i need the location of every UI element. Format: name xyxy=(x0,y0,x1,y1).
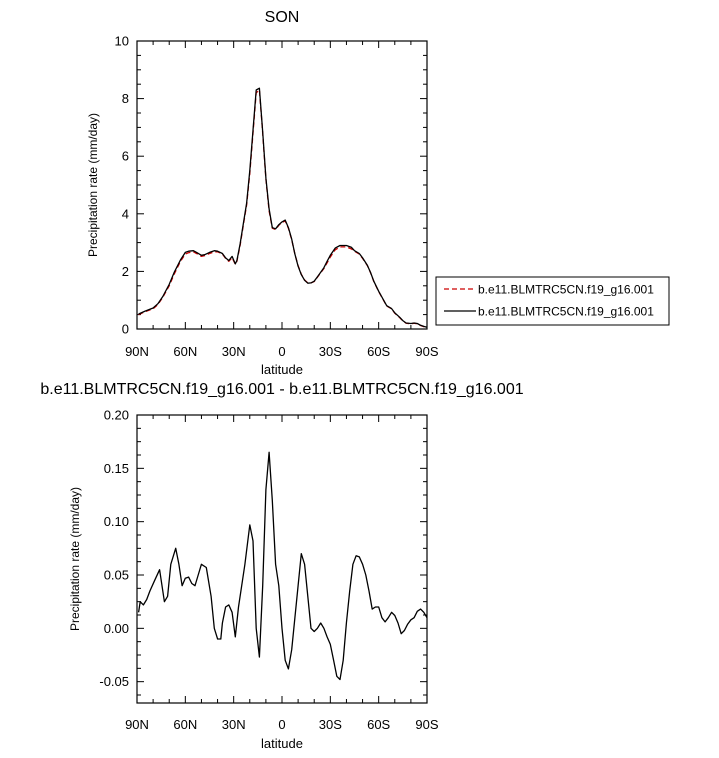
series-line-1 xyxy=(138,89,428,329)
y-tick-label: -0.05 xyxy=(99,674,129,689)
x-tick-label: 30N xyxy=(222,717,246,732)
legend-label: b.e11.BLMTRC5CN.f19_g16.001 xyxy=(478,305,654,319)
y-axis-label: Precipitation rate (mm/day) xyxy=(86,113,100,257)
x-tick-label: 30S xyxy=(319,717,342,732)
plot-frame xyxy=(136,414,428,704)
series-line-1 xyxy=(137,451,428,681)
legend-box xyxy=(435,276,670,326)
y-tick-label: 4 xyxy=(122,206,129,221)
y-tick-label: 8 xyxy=(122,91,129,106)
x-tick-label: 90S xyxy=(415,344,438,359)
plot-frame xyxy=(136,40,428,330)
x-tick-label: 0 xyxy=(278,717,285,732)
y-tick-label: 0.10 xyxy=(104,514,129,529)
x-axis-label: latitude xyxy=(261,362,303,377)
y-tick-label: 0.15 xyxy=(104,461,129,476)
chart-title: SON xyxy=(265,9,300,26)
x-axis-label: latitude xyxy=(261,736,303,751)
legend-label: b.e11.BLMTRC5CN.f19_g16.001 xyxy=(478,283,654,297)
x-tick-label: 60N xyxy=(173,344,197,359)
x-tick-label: 0 xyxy=(278,344,285,359)
x-tick-label: 30N xyxy=(222,344,246,359)
x-tick-label: 60N xyxy=(173,717,197,732)
y-tick-label: 10 xyxy=(115,34,129,49)
series-line-2 xyxy=(138,87,428,328)
x-tick-label: 90S xyxy=(415,717,438,732)
y-tick-label: 6 xyxy=(122,149,129,164)
y-tick-label: 0.05 xyxy=(104,568,129,583)
y-tick-label: 2 xyxy=(122,264,129,279)
y-tick-label: 0.20 xyxy=(104,408,129,423)
x-tick-label: 60S xyxy=(367,344,390,359)
x-tick-label: 90N xyxy=(125,344,149,359)
y-axis-label: Precipitation rate (mm/day) xyxy=(68,487,82,631)
chart-title: b.e11.BLMTRC5CN.f19_g16.001 - b.e11.BLMT… xyxy=(40,381,523,398)
x-tick-label: 90N xyxy=(125,717,149,732)
x-tick-label: 60S xyxy=(367,717,390,732)
x-tick-label: 30S xyxy=(319,344,342,359)
y-tick-label: 0.00 xyxy=(104,621,129,636)
y-tick-label: 0 xyxy=(122,322,129,337)
